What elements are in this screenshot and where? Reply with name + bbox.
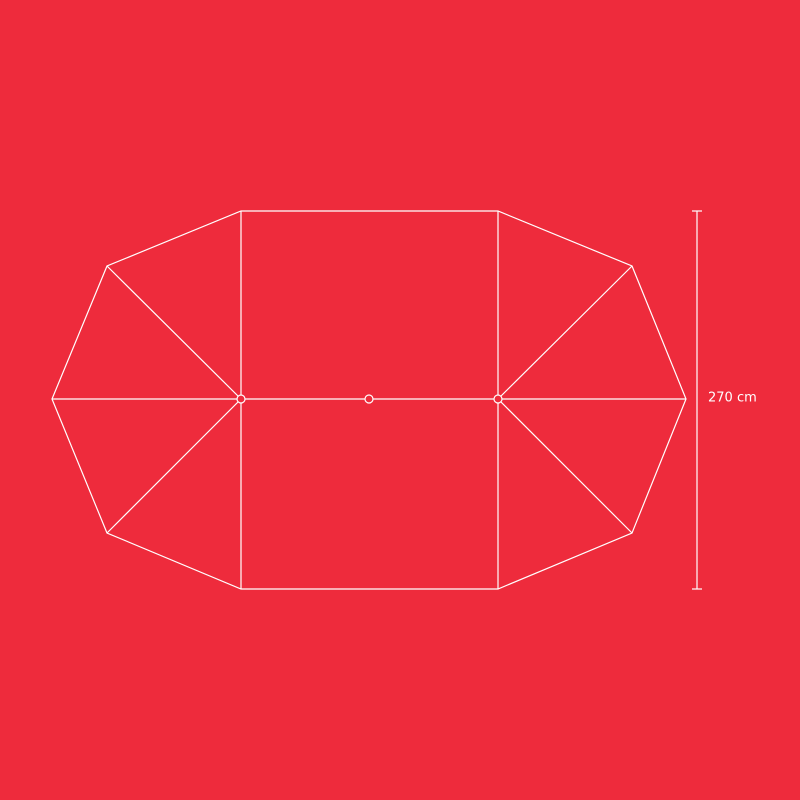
- dimension-line: [692, 210, 702, 590]
- umbrella-outline: [51, 210, 687, 590]
- rib: [106, 265, 242, 400]
- rib: [497, 265, 633, 400]
- hub: [493, 394, 503, 404]
- hub: [236, 394, 246, 404]
- dimension-label: 270 cm: [708, 391, 757, 406]
- rib: [497, 398, 633, 534]
- hub: [364, 394, 374, 404]
- rib: [106, 398, 242, 534]
